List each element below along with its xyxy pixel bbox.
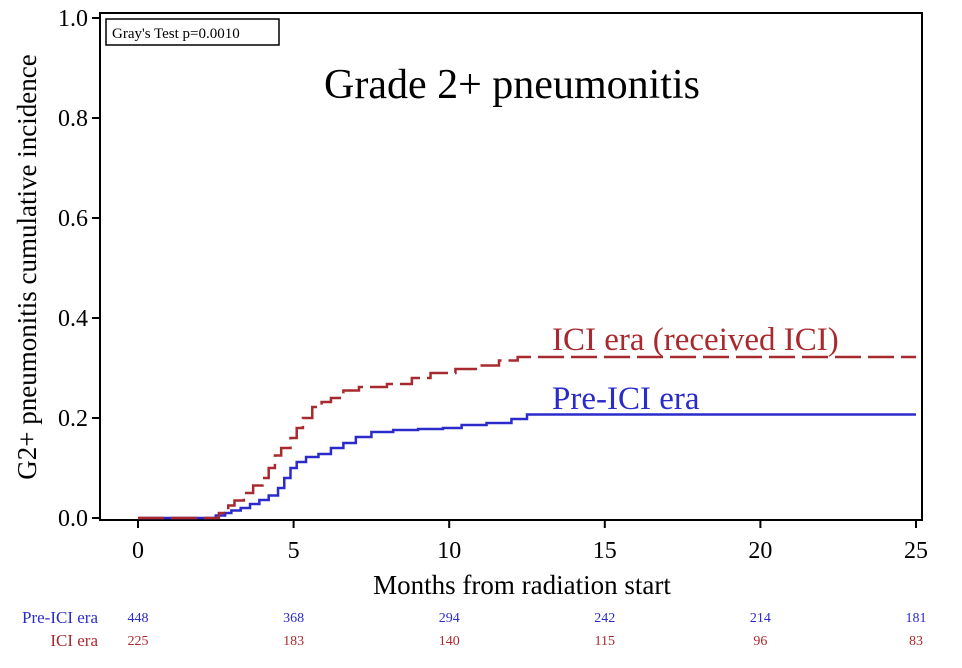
risk-count: 140 (439, 634, 460, 649)
risk-count: 448 (128, 611, 149, 626)
risk-count: 368 (283, 611, 304, 626)
x-tick-label: 20 (748, 538, 772, 564)
risk-count: 183 (283, 634, 304, 649)
plot-frame (99, 12, 923, 521)
axis-ticks: 0 5 10 15 20 25 0.0 0.2 0.4 0.6 0.8 1.0 (58, 6, 928, 564)
y-tick-label: 0.8 (58, 106, 88, 132)
y-tick-label: 0.6 (58, 206, 88, 232)
y-axis-label: G2+ pneumonitis cumulative incidence (12, 54, 42, 479)
x-tick-label: 0 (132, 538, 144, 564)
gray-test-annotation: Gray's Test p=0.0010 (112, 26, 240, 42)
x-tick-label: 15 (593, 538, 617, 564)
number-at-risk-table: Pre-ICI era 448 368 294 242 214 181 ICI era 225 1… (22, 608, 927, 650)
risk-row-label: ICI era (50, 631, 98, 650)
series-lines (138, 355, 916, 520)
y-tick-label: 0.4 (58, 306, 88, 332)
ici-curve (138, 355, 916, 520)
x-tick-label: 25 (904, 538, 928, 564)
risk-count: 83 (909, 634, 923, 649)
risk-count: 96 (753, 634, 767, 649)
pre-ici-curve (138, 413, 916, 520)
risk-row-label: Pre-ICI era (22, 608, 98, 627)
gray-test-box (105, 18, 280, 46)
series-label-pre-ici: Pre-ICI era (552, 381, 700, 417)
risk-count: 242 (594, 611, 615, 626)
series-label-ici: ICI era (received ICI) (552, 322, 839, 358)
risk-count: 115 (595, 634, 615, 649)
x-axis-label: Months from radiation start (373, 570, 671, 600)
x-tick-label: 5 (288, 538, 300, 564)
chart-title: Grade 2+ pneumonitis (324, 62, 700, 108)
y-tick-label: 0.2 (58, 406, 88, 432)
x-tick-label: 10 (437, 538, 461, 564)
risk-count: 294 (439, 611, 460, 626)
y-tick-label: 0.0 (58, 506, 88, 532)
y-tick-label: 1.0 (58, 6, 88, 32)
risk-count: 214 (750, 611, 771, 626)
risk-count: 225 (128, 634, 149, 649)
risk-count: 181 (906, 611, 927, 626)
